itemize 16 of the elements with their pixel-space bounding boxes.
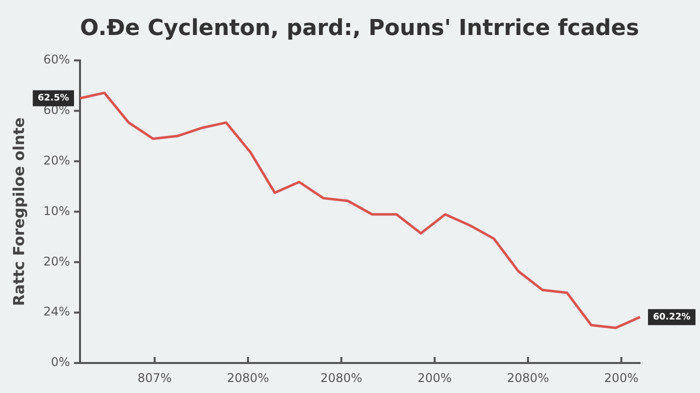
text: 2080% <box>320 371 362 386</box>
text: 62.5% <box>38 94 70 104</box>
text: 2080% <box>227 371 269 386</box>
text: 20% <box>43 254 70 268</box>
text: 24% <box>43 304 70 319</box>
text: 60.22% <box>653 312 690 322</box>
y-axis-title: Rattc Foregpiloe olnte <box>10 117 28 306</box>
text: 200% <box>418 371 452 386</box>
text: 0% <box>50 355 70 370</box>
chart-title: O.Đe Cyclenton, pard:, Pouns' Intrrice fcades <box>80 16 640 41</box>
text: 807% <box>138 371 172 386</box>
text: 10% <box>43 204 70 218</box>
text: 20% <box>43 153 70 168</box>
text: 200% <box>604 371 638 386</box>
text: 60% <box>43 52 70 67</box>
text: 2080% <box>507 371 549 386</box>
